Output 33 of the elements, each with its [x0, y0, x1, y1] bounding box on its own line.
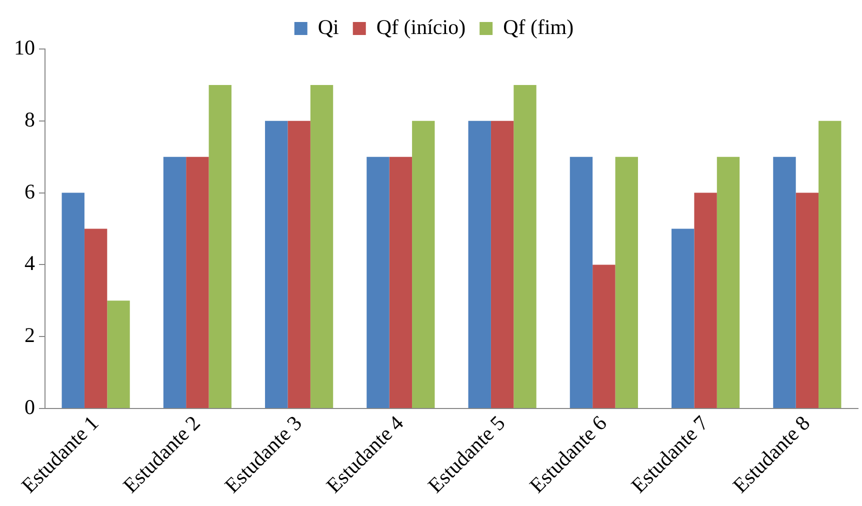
bar [592, 264, 616, 408]
bar [773, 156, 796, 408]
legend-label: Qi [318, 15, 340, 40]
y-tick-label: 6 [24, 179, 35, 204]
bar [163, 156, 186, 408]
bar [672, 228, 694, 408]
bar [310, 84, 334, 408]
y-tick-label: 2 [24, 323, 35, 348]
bar [412, 120, 435, 408]
bar [84, 228, 108, 408]
bar [694, 192, 717, 408]
bar [366, 156, 390, 408]
bar [265, 120, 288, 408]
y-tick-label: 10 [14, 36, 35, 60]
bar [514, 84, 536, 408]
y-tick-label: 0 [24, 395, 35, 420]
bar [716, 156, 740, 408]
y-tick-label: 8 [24, 107, 35, 132]
bar [389, 156, 412, 408]
bar [818, 120, 842, 408]
y-tick-label: 4 [24, 251, 36, 276]
bar [490, 120, 514, 408]
bar [288, 120, 310, 408]
legend-label: Qf (fim) [503, 15, 574, 40]
bar [468, 120, 491, 408]
bar [107, 300, 130, 408]
legend-label: Qf (início) [376, 15, 466, 40]
bar [796, 192, 819, 408]
bar [62, 192, 84, 408]
bar [570, 156, 593, 408]
bar [208, 84, 232, 408]
bar [615, 156, 638, 408]
bar [186, 156, 209, 408]
